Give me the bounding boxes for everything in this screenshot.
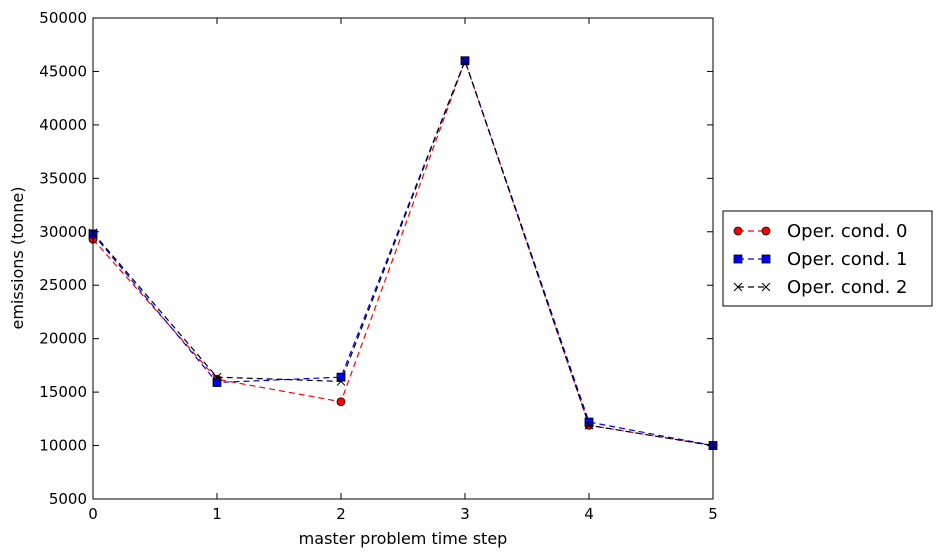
legend-entry: Oper. cond. 1: [733, 249, 908, 270]
x-tick-label: 5: [708, 505, 718, 523]
series-line: [92, 58, 714, 447]
y-tick-label: 30000: [39, 223, 87, 241]
legend-label: Oper. cond. 2: [787, 277, 908, 298]
x-tick-label: 0: [88, 505, 98, 523]
data-point: [584, 417, 594, 427]
legend-marker-start: [733, 282, 743, 292]
x-tick-label: 2: [336, 505, 346, 523]
x-tick-label: 3: [460, 505, 470, 523]
legend: Oper. cond. 0 Oper. cond. 1 Oper. cond. 2: [722, 210, 933, 307]
legend-label: Oper. cond. 0: [787, 221, 908, 242]
legend-marker-end: [761, 254, 771, 264]
legend-marker-start: [733, 254, 743, 264]
x-axis-label: master problem time step: [299, 529, 508, 548]
data-point: [212, 372, 222, 382]
y-axis-label: emissions (tonne): [8, 186, 27, 329]
plot-frame: [92, 17, 714, 500]
legend-marker-start: [733, 226, 743, 236]
legend-label: Oper. cond. 1: [787, 249, 908, 270]
data-point: [336, 397, 346, 407]
y-tick-label: 20000: [39, 330, 87, 348]
y-tick-label: 5000: [49, 490, 87, 508]
y-tick-label: 10000: [39, 437, 87, 455]
x-tick-label: 1: [212, 505, 222, 523]
y-tick-label: 35000: [39, 169, 87, 187]
data-point: [212, 378, 222, 387]
data-point: [460, 56, 470, 66]
x-tick-label: 4: [584, 505, 594, 523]
series-line: [92, 59, 714, 447]
data-point: [336, 377, 346, 386]
legend-marker-end: [761, 282, 771, 292]
plot-area: [93, 18, 713, 499]
legend-entry: Oper. cond. 0: [733, 221, 908, 242]
y-tick-label: 15000: [39, 383, 87, 401]
legend-entry: Oper. cond. 2: [733, 277, 908, 298]
legend-box: [722, 210, 933, 307]
y-tick-label: 25000: [39, 276, 87, 294]
y-tick-label: 40000: [39, 116, 87, 134]
legend-marker-end: [761, 226, 771, 236]
y-tick-label: 45000: [39, 62, 87, 80]
y-tick-label: 50000: [39, 9, 87, 27]
data-point: [584, 420, 594, 430]
